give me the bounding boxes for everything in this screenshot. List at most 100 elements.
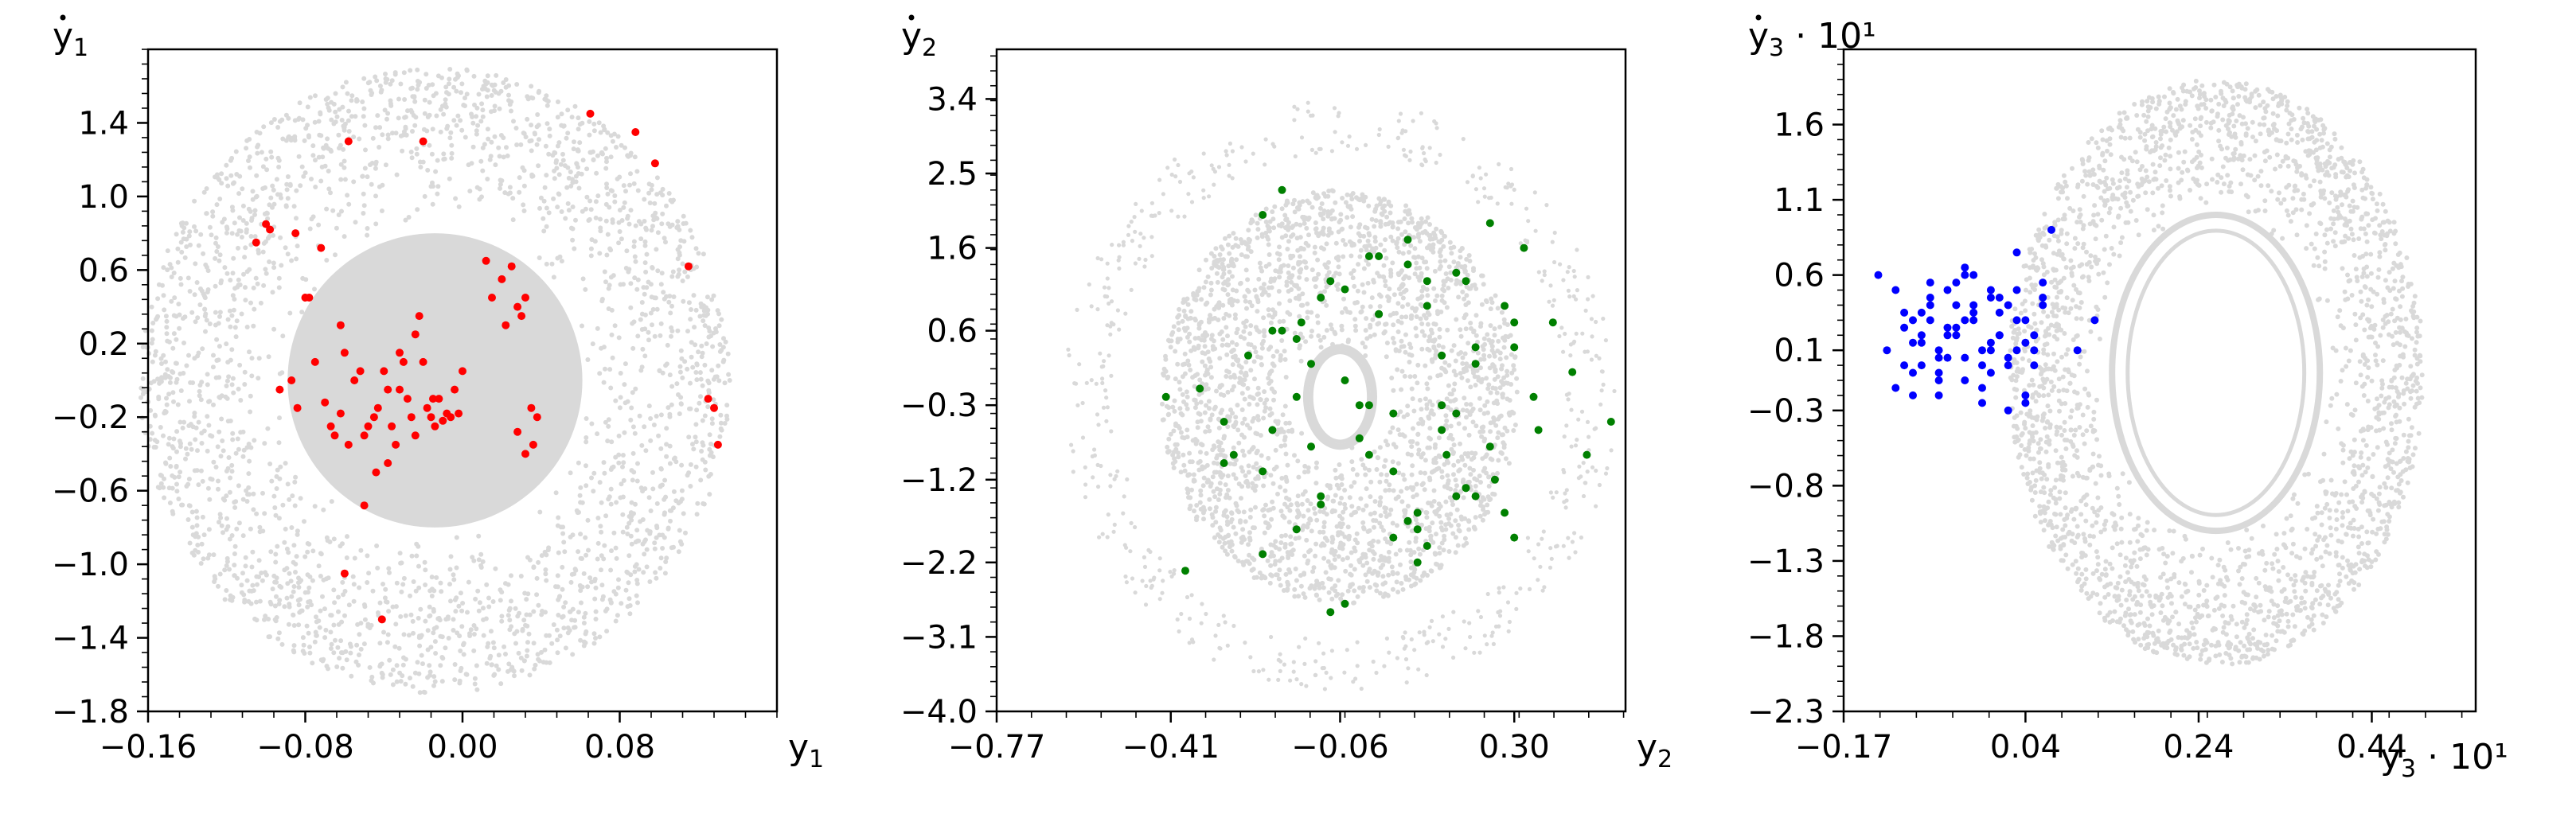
background-point [1195,425,1200,430]
background-point [431,674,437,680]
background-point [174,337,179,342]
background-point [1178,469,1184,475]
background-point [434,113,439,119]
background-point [1261,415,1267,421]
background-point [1395,461,1401,466]
background-point [592,576,598,582]
background-point [257,524,263,530]
background-point [553,584,558,590]
background-point [1212,535,1217,540]
background-point [1242,396,1247,402]
background-point [244,138,250,143]
background-point [241,271,246,277]
background-point [1417,239,1423,244]
background-point [1441,282,1446,288]
background-point [696,349,701,355]
background-point [443,104,449,110]
background-point [563,645,568,651]
background-point [1262,333,1267,339]
background-point [1215,279,1220,285]
background-point [319,164,325,169]
background-point [1384,341,1390,345]
data-point [586,109,595,118]
background-point [1493,293,1498,298]
background-point [220,438,225,443]
background-point [1314,593,1319,598]
background-point [1181,297,1187,302]
background-point [635,333,641,339]
background-point [496,667,502,672]
y-tick-label: 0.2 [78,326,129,363]
background-point [501,80,506,85]
background-point [1469,450,1474,456]
background-point [148,407,154,413]
background-point [690,364,696,370]
background-point [275,125,281,130]
background-point [1449,446,1454,452]
data-point [364,422,373,430]
background-point [532,131,537,136]
background-point [628,533,634,539]
background-point [471,623,477,628]
background-point [1164,403,1169,409]
background-point [581,571,587,576]
background-point [267,462,273,466]
background-point [576,549,581,555]
background-point [185,451,190,457]
background-point [271,260,276,266]
background-point [232,180,236,185]
background-point [1203,279,1208,285]
background-point [446,636,451,641]
background-point [1345,215,1350,220]
background-point [724,413,729,419]
background-point [564,185,570,190]
background-point [1236,481,1242,487]
background-point [291,584,297,589]
background-point [287,497,292,502]
background-point [1227,418,1232,423]
background-point [1494,398,1500,403]
data-point [305,294,314,302]
background-point [1425,321,1430,327]
background-point [286,550,291,555]
background-point [1269,276,1274,282]
background-point [1175,314,1181,320]
background-point [1477,395,1482,401]
background-point [1180,392,1185,397]
background-point [557,254,563,259]
background-point [299,608,304,614]
background-point [1238,280,1243,286]
background-point [1253,349,1259,355]
background-point [1259,362,1264,367]
background-point [551,196,556,201]
background-point [476,557,482,563]
background-point [345,193,350,198]
background-point [1443,413,1449,419]
background-point [726,372,732,377]
background-point [1176,321,1181,325]
background-point [377,145,382,150]
background-point [1285,550,1290,555]
background-point [1204,450,1209,456]
x-tick-label: −0.16 [100,729,197,766]
background-point [668,518,673,524]
background-point [216,583,221,589]
background-point [1432,551,1438,556]
background-point [1255,385,1261,391]
background-point [491,645,497,651]
background-point [1352,600,1356,606]
background-point [555,573,560,579]
background-point [492,103,498,109]
background-point [217,252,223,258]
background-point [1375,271,1380,276]
background-point [246,158,251,163]
background-point [229,382,235,388]
background-point [1448,407,1454,412]
background-point [1284,477,1290,483]
background-point [1482,403,1488,408]
background-point [1506,461,1512,466]
background-point [1235,403,1240,408]
background-point [1200,510,1206,516]
background-point [183,446,189,451]
background-point [323,97,329,102]
